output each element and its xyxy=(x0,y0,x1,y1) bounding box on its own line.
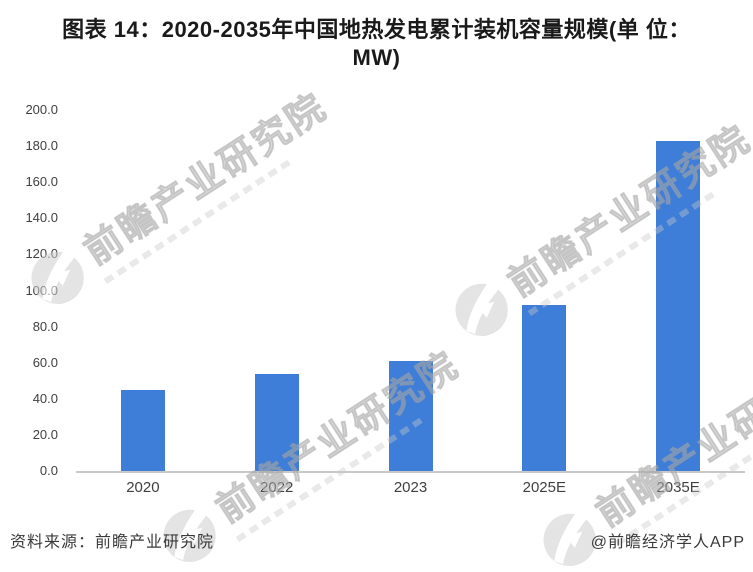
plot-area xyxy=(76,110,745,473)
credit-label: @前瞻经济学人APP xyxy=(590,534,745,551)
data-source-label: 资料来源：前瞻产业研究院 xyxy=(10,534,215,551)
bar-2022 xyxy=(254,373,299,471)
y-axis-tick-label: 80.0 xyxy=(32,318,58,334)
chart-title: 图表 14：2020-2035年中国地热发电累计装机容量规模(单 位： MW) xyxy=(0,16,753,72)
x-axis: 2020 2022 2023 2025E 2035E xyxy=(76,479,745,501)
bar-2035E xyxy=(656,140,701,471)
y-axis-tick-label: 0.0 xyxy=(39,463,58,478)
y-axis-tick-label: 180.0 xyxy=(25,138,58,154)
y-axis-tick-label: 200.0 xyxy=(25,102,58,117)
y-axis-tick-label: 60.0 xyxy=(32,354,58,370)
bar-2023 xyxy=(388,360,433,471)
y-axis-tick-label: 100.0 xyxy=(25,282,58,298)
bar-2025E xyxy=(522,304,567,471)
y-axis-tick-label: 140.0 xyxy=(25,210,58,226)
y-axis: 200.0 180.0 160.0 140.0 120.0 100.0 80.0 60.0 40… xyxy=(0,102,58,478)
x-axis-category-label: 2035E xyxy=(656,479,700,496)
y-axis-tick-label: 160.0 xyxy=(25,174,58,190)
y-axis-tick-label: 120.0 xyxy=(25,246,58,262)
bar-2020 xyxy=(120,389,165,471)
x-axis-category-label: 2020 xyxy=(126,479,160,496)
x-axis-category-label: 2025E xyxy=(522,479,566,496)
x-axis-category-label: 2023 xyxy=(393,479,428,496)
chart-title-line1: 图表 14：2020-2035年中国地热发电累计装机容量规模(单 位： xyxy=(62,17,691,42)
y-axis-tick-label: 20.0 xyxy=(32,426,58,442)
chart-title-line2: MW) xyxy=(352,45,401,70)
x-axis-category-label: 2022 xyxy=(260,479,294,496)
y-axis-tick-label: 40.0 xyxy=(32,390,58,406)
